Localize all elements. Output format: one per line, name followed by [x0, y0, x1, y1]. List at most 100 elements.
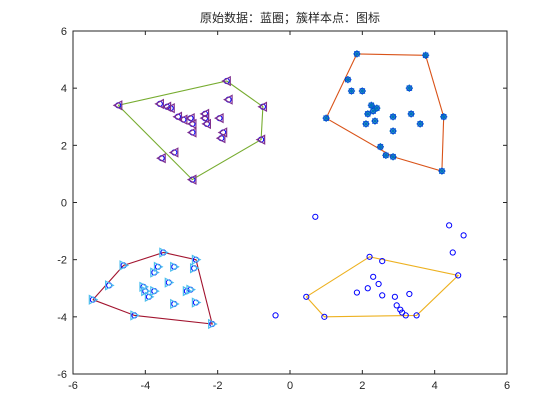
cluster-marker-triangle-left — [165, 102, 175, 114]
y-tick-label: 6 — [61, 26, 67, 38]
axes: -6 -4 -2 0 2 4 6 6 4 2 0 -2 -4 -6 — [57, 26, 510, 392]
cluster-marker-triangle-right — [164, 277, 175, 288]
raw-data-point — [272, 312, 279, 319]
x-tick-label: 6 — [504, 380, 510, 392]
cluster-marker-triangle-right — [104, 280, 115, 291]
cluster-marker-star — [389, 153, 397, 161]
raw-data-points — [89, 50, 467, 328]
cluster-marker-triangle-left — [257, 101, 268, 112]
cluster-marker-triangle-left — [185, 112, 195, 124]
raw-data-point — [391, 293, 398, 300]
raw-data-point — [312, 213, 319, 220]
cluster-marker-star — [364, 110, 372, 118]
y-tick-label: -4 — [57, 312, 67, 324]
raw-data-point — [379, 292, 386, 299]
cluster-marker-star — [407, 110, 415, 118]
raw-data-point — [379, 257, 386, 265]
raw-data-point — [446, 222, 453, 229]
raw-data-point — [370, 273, 377, 280]
cluster-marker-star — [389, 127, 397, 135]
cluster-marker-star — [353, 50, 361, 58]
cluster-marker-star — [358, 87, 366, 95]
cluster-marker-star — [373, 104, 381, 112]
cluster-marker-triangle-left — [199, 108, 210, 120]
cluster-marker-triangle-left — [221, 75, 231, 87]
cluster-marker-triangle-left — [186, 174, 197, 185]
cluster-marker-triangle-right — [186, 284, 197, 295]
x-tick-label: 4 — [432, 380, 438, 392]
cluster-marker-star — [362, 120, 370, 128]
cluster-marker-star — [367, 101, 375, 109]
cluster-marker-triangle-right — [150, 285, 160, 297]
raw-data-point — [399, 309, 406, 316]
chart-title: 原始数据：蓝圈；簇样本点：图标 — [200, 10, 380, 25]
cluster-hulls — [92, 53, 460, 325]
cluster-marker-star — [322, 114, 330, 122]
cluster-marker-triangle-right — [170, 261, 180, 273]
cluster-marker-star — [422, 51, 430, 59]
cluster-marker-triangle-left — [255, 134, 266, 145]
y-tick-label: 4 — [61, 83, 67, 95]
x-tick-label: -4 — [140, 380, 150, 392]
cluster-marker-triangle-right — [191, 254, 202, 265]
y-tick-label: 2 — [61, 140, 67, 152]
cluster-marker-star — [389, 113, 397, 121]
raw-data-point — [393, 302, 400, 309]
cluster-marker-star — [440, 113, 448, 121]
cluster-marker-triangle-left — [172, 111, 183, 122]
y-tick-label: -2 — [57, 255, 67, 267]
cluster-hull — [92, 251, 213, 325]
raw-data-point — [406, 290, 413, 298]
cluster-marker-triangle-left — [168, 147, 179, 158]
cluster-marker-triangle-left — [154, 98, 164, 110]
raw-data-point — [375, 280, 382, 288]
x-tick-label: 0 — [287, 380, 293, 392]
cluster-marker-triangle-right — [119, 260, 130, 271]
x-tick-label: -2 — [213, 380, 223, 392]
x-tick-label: 2 — [359, 380, 365, 392]
cluster-marker-triangle-left — [215, 132, 226, 144]
cluster-marker-star — [405, 84, 413, 92]
cluster-marker-triangle-right — [130, 310, 140, 321]
y-tick-label: 0 — [61, 198, 67, 210]
raw-data-point — [366, 253, 373, 260]
raw-data-point — [460, 232, 467, 239]
cluster-markers — [88, 50, 448, 330]
raw-data-point — [455, 272, 462, 279]
cluster-marker-triangle-right — [153, 261, 164, 273]
cluster-marker-triangle-left — [214, 112, 224, 124]
axes-box — [72, 30, 508, 375]
y-axis: 6 4 2 0 -2 -4 -6 — [57, 26, 507, 381]
cluster-marker-triangle-right — [159, 247, 169, 258]
cluster-marker-triangle-left — [112, 100, 123, 111]
raw-data-point — [413, 312, 420, 319]
raw-data-point — [449, 249, 456, 256]
cluster-marker-triangle-left — [156, 152, 166, 164]
cluster-marker-star — [438, 167, 446, 175]
cluster-marker-triangle-right — [191, 297, 202, 308]
cluster-marker-star — [376, 143, 385, 151]
raw-data-point — [353, 289, 361, 296]
x-axis: -6 -4 -2 0 2 4 6 — [68, 31, 510, 392]
cluster-marker-triangle-right — [189, 263, 200, 274]
x-tick-label: -6 — [68, 380, 78, 392]
cluster-marker-star — [347, 87, 356, 95]
cluster-hull — [325, 53, 445, 172]
cluster-marker-star — [344, 75, 352, 84]
cluster-marker-triangle-right — [139, 281, 149, 293]
cluster-marker-star — [371, 117, 379, 125]
cluster-marker-triangle-right — [88, 294, 99, 305]
cluster-marker-star — [416, 120, 424, 128]
y-tick-label: -6 — [57, 369, 67, 381]
raw-data-point — [303, 293, 310, 300]
cluster-hull — [305, 256, 460, 318]
cluster-marker-triangle-right — [208, 318, 218, 330]
cluster-marker-star — [382, 151, 390, 159]
cluster-marker-triangle-right — [144, 291, 155, 303]
cluster-marker-triangle-left — [177, 114, 188, 125]
cluster-marker-triangle-left — [223, 94, 233, 105]
cluster-marker-triangle-left — [186, 118, 197, 130]
cluster-marker-triangle-right — [170, 298, 180, 310]
cluster-marker-triangle-left — [186, 127, 197, 138]
